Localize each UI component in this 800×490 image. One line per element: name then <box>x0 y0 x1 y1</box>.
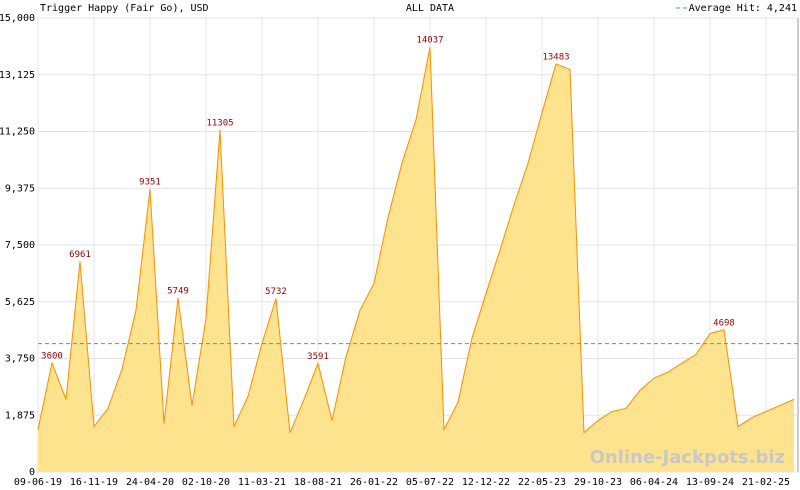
y-tick-label: 0 <box>29 467 35 478</box>
chart-title: Trigger Happy (Fair Go), USD <box>40 3 209 14</box>
value-label: 5732 <box>265 287 287 297</box>
y-tick-label: 13,125 <box>0 70 35 81</box>
x-tick-label: 16-11-19 <box>70 477 118 488</box>
line <box>37 47 795 434</box>
value-label: 11305 <box>206 118 233 128</box>
watermark: Online-Jackpots.biz <box>590 447 785 468</box>
value-label: 3591 <box>307 352 329 362</box>
area <box>38 47 794 473</box>
x-tick-label: 02-10-20 <box>182 477 230 488</box>
x-tick-label: 12-12-22 <box>462 477 510 488</box>
x-tick-label: 05-07-22 <box>406 477 454 488</box>
value-label: 9351 <box>139 177 161 187</box>
x-tick-label: 22-05-23 <box>518 477 566 488</box>
y-tick-label: 5,625 <box>5 297 35 308</box>
y-tick-label: 7,500 <box>5 240 35 251</box>
value-label: 6961 <box>69 250 91 260</box>
y-tick-label: 1,875 <box>5 410 35 421</box>
x-tick-label: 13-09-24 <box>686 477 734 488</box>
value-label: 5749 <box>167 286 189 296</box>
x-tick-label: 21-02-25 <box>742 477 790 488</box>
value-label: 3600 <box>41 352 63 362</box>
legend-label: Average Hit: 4,241 <box>689 3 797 14</box>
y-tick-label: 11,250 <box>0 127 35 138</box>
x-tick-label: 26-01-22 <box>350 477 398 488</box>
x-tick-label: 24-04-20 <box>126 477 174 488</box>
x-tick-label: 18-08-21 <box>294 477 342 488</box>
y-tick-label: 3,750 <box>5 354 35 365</box>
x-tick-label: 29-10-23 <box>574 477 622 488</box>
x-tick-label: 11-03-21 <box>238 477 286 488</box>
x-tick-label: 06-04-24 <box>630 477 678 488</box>
chart-subtitle: ALL DATA <box>406 3 454 14</box>
value-label: 14037 <box>416 36 443 46</box>
value-label: 4698 <box>713 318 735 328</box>
x-tick-label: 09-06-19 <box>14 477 62 488</box>
y-tick-label: 9,375 <box>5 183 35 194</box>
y-tick-label: 15,000 <box>0 13 35 24</box>
value-label: 13483 <box>542 52 569 62</box>
